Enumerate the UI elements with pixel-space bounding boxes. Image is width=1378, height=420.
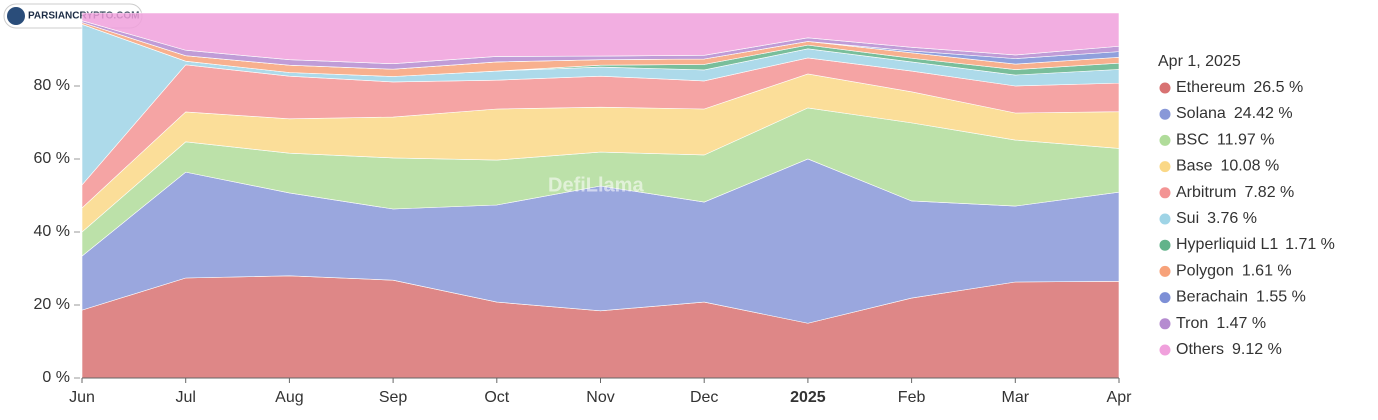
x-tick-label: Jul (175, 389, 195, 406)
legend-value: 7.82 % (1244, 184, 1294, 201)
legend-value: 11.97 % (1217, 132, 1275, 149)
legend-label: Solana 24.42 % (1176, 105, 1293, 122)
x-tick-label: Jun (69, 389, 95, 406)
legend-swatch (1159, 292, 1171, 304)
legend-title: Apr 1, 2025 (1158, 53, 1241, 70)
legend-value: 1.61 % (1242, 263, 1292, 280)
legend-name: BSC (1176, 132, 1209, 149)
legend-value: 3.76 % (1207, 210, 1257, 227)
logo-icon (7, 7, 25, 25)
legend-value: 24.42 % (1234, 105, 1293, 122)
legend-value: 10.08 % (1220, 158, 1279, 175)
legend-label: Others 9.12 % (1176, 341, 1282, 358)
legend-swatch (1159, 161, 1171, 173)
plot-area (81, 12, 1120, 379)
legend-label: Ethereum 26.5 % (1176, 79, 1303, 96)
legend-value: 1.71 % (1285, 236, 1335, 253)
legend-label: Base 10.08 % (1176, 158, 1279, 175)
legend-swatch (1159, 318, 1171, 330)
x-tick-label: Feb (898, 389, 926, 406)
x-tick-label: Dec (690, 389, 718, 406)
x-tick-label: Mar (1002, 389, 1030, 406)
legend-swatch (1159, 344, 1171, 356)
y-tick-label: 20 % (34, 296, 70, 313)
legend-label: Sui 3.76 % (1176, 210, 1257, 227)
legend-name: Berachain (1176, 289, 1248, 306)
legend-value: 9.12 % (1232, 341, 1282, 358)
legend-swatch (1159, 239, 1171, 251)
legend-name: Ethereum (1176, 79, 1245, 96)
x-tick-label: Sep (379, 389, 408, 406)
legend-value: 1.47 % (1216, 315, 1266, 332)
legend-label: Tron 1.47 % (1176, 315, 1266, 332)
legend-label: BSC 11.97 % (1176, 132, 1274, 149)
y-tick-label: 0 % (42, 369, 70, 386)
legend-name: Polygon (1176, 263, 1234, 280)
legend-name: Tron (1176, 315, 1208, 332)
legend-label: Berachain 1.55 % (1176, 289, 1306, 306)
x-tick-label: Oct (484, 389, 509, 406)
legend-swatch (1159, 187, 1171, 199)
legend-swatch (1159, 213, 1171, 225)
x-tick-label: Apr (1107, 389, 1133, 406)
x-tick-label: Nov (586, 389, 614, 406)
legend-swatch (1159, 108, 1171, 120)
legend-label: Arbitrum 7.82 % (1176, 184, 1294, 201)
watermark: DefiLlama (548, 174, 644, 196)
y-tick-label: 40 % (34, 223, 70, 240)
legend-value: 26.5 % (1253, 79, 1303, 96)
legend-name: Solana (1176, 105, 1226, 122)
legend-name: Others (1176, 341, 1224, 358)
x-tick-label: Aug (275, 389, 303, 406)
legend-name: Arbitrum (1176, 184, 1236, 201)
legend-name: Sui (1176, 210, 1199, 227)
legend-swatch (1159, 82, 1171, 94)
legend-value: 1.55 % (1256, 289, 1306, 306)
area (81, 12, 1120, 65)
legend-swatch (1159, 134, 1171, 146)
legend-name: Hyperliquid L1 (1176, 236, 1278, 253)
x-tick-label: 2025 (790, 389, 826, 406)
legend-swatch (1159, 265, 1171, 277)
legend-name: Base (1176, 158, 1213, 175)
legend-label: Hyperliquid L1 1.71 % (1176, 236, 1335, 253)
legend-label: Polygon 1.61 % (1176, 263, 1292, 280)
y-tick-label: 60 % (34, 150, 70, 167)
y-tick-label: 80 % (34, 77, 70, 94)
